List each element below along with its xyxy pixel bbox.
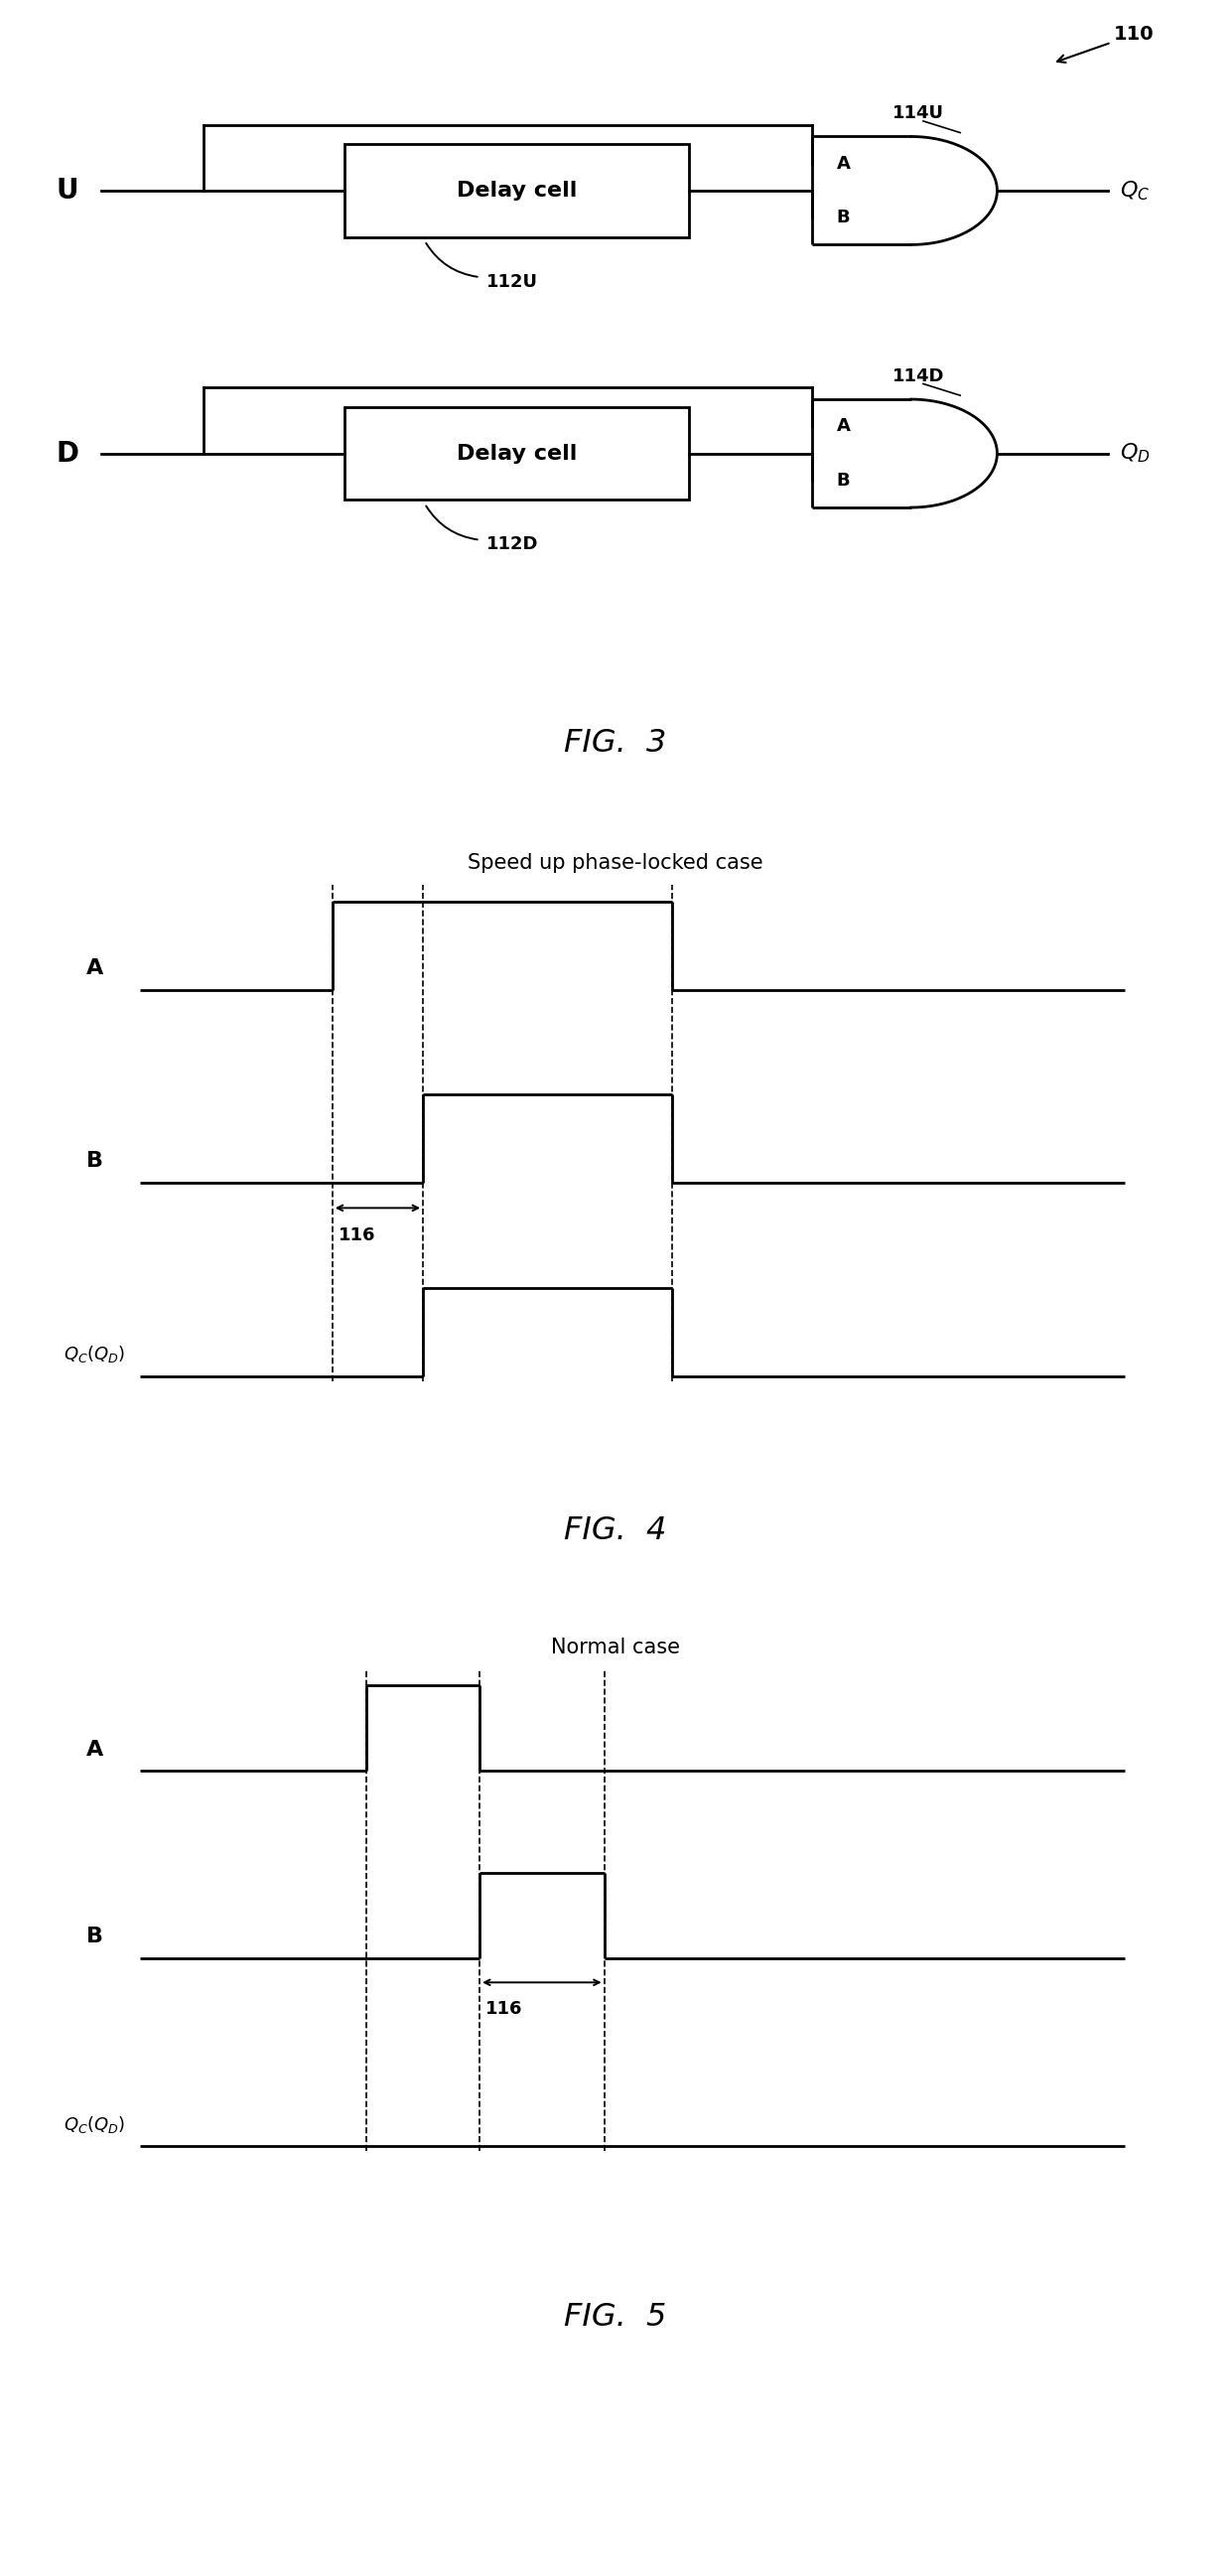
- Text: FIG.  3: FIG. 3: [564, 729, 667, 757]
- Text: 112U: 112U: [486, 273, 538, 291]
- Text: B: B: [86, 1151, 103, 1172]
- Text: A: A: [836, 155, 851, 173]
- Text: $Q_C(Q_D)$: $Q_C(Q_D)$: [64, 1345, 126, 1365]
- Text: 110: 110: [1057, 26, 1155, 62]
- Text: A: A: [86, 1739, 103, 1759]
- Text: A: A: [86, 958, 103, 979]
- Text: 116: 116: [485, 2002, 522, 2017]
- Text: B: B: [837, 471, 849, 489]
- Text: Normal case: Normal case: [551, 1638, 680, 1656]
- Text: FIG.  5: FIG. 5: [564, 2303, 667, 2334]
- Text: $Q_C$: $Q_C$: [1120, 178, 1150, 204]
- Text: $Q_C(Q_D)$: $Q_C(Q_D)$: [64, 2115, 126, 2136]
- Text: Delay cell: Delay cell: [457, 180, 577, 201]
- Bar: [345, 144, 689, 237]
- Text: $Q_D$: $Q_D$: [1120, 440, 1151, 466]
- Bar: [345, 407, 689, 500]
- Text: D: D: [57, 440, 79, 466]
- Text: 114D: 114D: [892, 368, 944, 384]
- Text: B: B: [837, 209, 849, 227]
- Text: 116: 116: [339, 1226, 375, 1244]
- Text: A: A: [836, 417, 851, 435]
- Text: 112D: 112D: [486, 536, 538, 554]
- Text: U: U: [57, 178, 79, 204]
- Text: FIG.  4: FIG. 4: [564, 1515, 667, 1546]
- Text: Speed up phase-locked case: Speed up phase-locked case: [468, 853, 763, 873]
- Text: Delay cell: Delay cell: [457, 443, 577, 464]
- Text: 114U: 114U: [892, 106, 944, 121]
- Text: B: B: [86, 1927, 103, 1947]
